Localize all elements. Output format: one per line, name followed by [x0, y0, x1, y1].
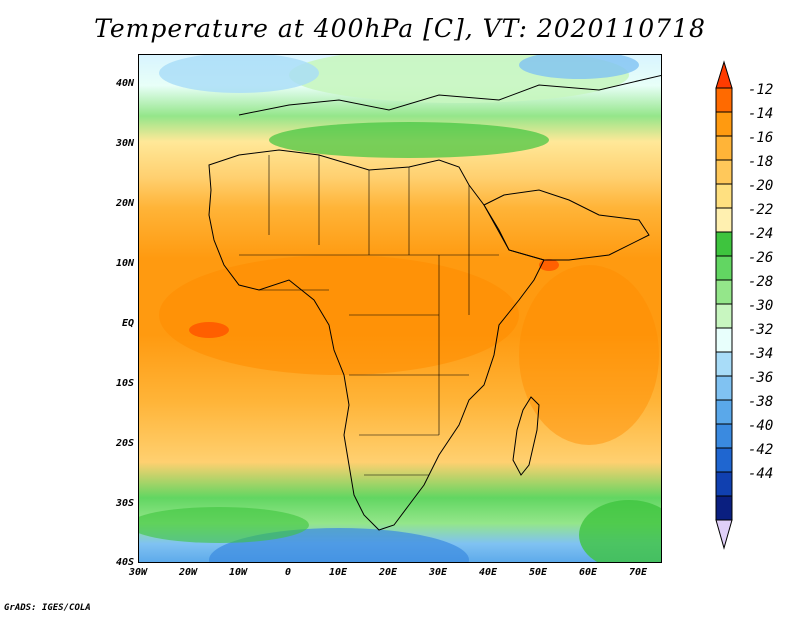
field-patch	[539, 259, 559, 271]
colorbar-swatch	[715, 471, 733, 497]
field-patch	[579, 500, 661, 562]
x-tick-label: 10W	[228, 567, 248, 578]
colorbar-top-arrow	[715, 60, 733, 89]
x-tick-label: 0	[284, 567, 292, 578]
colorbar-label: -12	[748, 82, 774, 98]
field-patch	[269, 122, 549, 158]
y-tick-label: 20N	[115, 198, 134, 209]
colorbar-label: -24	[748, 226, 774, 242]
x-tick-label: 50E	[528, 567, 548, 578]
coastline	[512, 396, 540, 476]
y-tick-label: 10N	[115, 258, 134, 269]
colorbar-swatch	[715, 135, 733, 161]
colorbar-swatch	[715, 495, 733, 521]
field-patch	[519, 265, 659, 445]
x-tick-label: 60E	[578, 567, 598, 578]
country-borders	[259, 155, 469, 476]
colorbar-swatch	[715, 423, 733, 449]
x-tick-label: 10E	[328, 567, 348, 578]
colorbar-label: -38	[748, 394, 774, 410]
colorbar-swatch	[715, 207, 733, 233]
colorbar-label: -14	[748, 106, 774, 122]
colorbar-swatch	[715, 231, 733, 257]
colorbar-swatch	[715, 183, 733, 209]
x-tick-label: 30W	[128, 567, 148, 578]
colorbar-swatch	[715, 255, 733, 281]
y-tick-label: 10S	[115, 378, 134, 389]
field-patch	[189, 322, 229, 338]
colorbar-label: -32	[748, 322, 774, 338]
x-tick-label: 70E	[628, 567, 648, 578]
y-tick-label: 40S	[115, 557, 134, 568]
coastline	[208, 149, 545, 531]
y-tick-label: 30N	[115, 138, 134, 149]
field-patch	[159, 55, 319, 93]
temperature-field-map	[139, 55, 661, 562]
colorbar-swatch	[715, 351, 733, 377]
colorbar-label: -28	[748, 274, 774, 290]
coastline	[483, 189, 650, 261]
colorbar-swatch	[715, 279, 733, 305]
colorbar-swatch	[715, 111, 733, 137]
x-tick-label: 20W	[178, 567, 198, 578]
colorbar-label: -18	[748, 154, 774, 170]
x-tick-label: 40E	[478, 567, 498, 578]
y-tick-label: 30S	[115, 498, 134, 509]
field-patch	[159, 255, 519, 375]
x-tick-label: 30E	[428, 567, 448, 578]
field-patch	[139, 507, 309, 543]
colorbar-label: -20	[748, 178, 774, 194]
colorbar-label: -34	[748, 346, 774, 362]
colorbar-swatch	[715, 327, 733, 353]
colorbar-swatch	[715, 159, 733, 185]
y-tick-label: 40N	[115, 78, 134, 89]
coastline	[238, 74, 661, 116]
map-title: Temperature at 400hPa [C], VT: 202011071…	[94, 14, 706, 43]
colorbar-label: -36	[748, 370, 774, 386]
colorbar-swatch	[715, 87, 733, 113]
y-tick-label: 20S	[115, 438, 134, 449]
colorbar-swatch	[715, 375, 733, 401]
colorbar-label: -42	[748, 442, 774, 458]
colorbar-label: -30	[748, 298, 774, 314]
colorbar-swatch	[715, 303, 733, 329]
colorbar-swatch	[715, 447, 733, 473]
x-tick-label: 20E	[378, 567, 398, 578]
y-tick-label: EQ	[121, 318, 134, 329]
colorbar-bottom-arrow	[715, 519, 733, 550]
colorbar-label: -16	[748, 130, 774, 146]
colorbar-label: -22	[748, 202, 774, 218]
colorbar-label: -40	[748, 418, 774, 434]
colorbar-label: -44	[748, 466, 774, 482]
credit-text: GrADS: IGES/COLA	[4, 603, 91, 613]
colorbar-label: -26	[748, 250, 774, 266]
colorbar-swatches	[715, 60, 733, 550]
country-borders	[239, 185, 499, 435]
map-plot-area	[138, 54, 662, 563]
field-patch	[519, 55, 639, 79]
colorbar-swatch	[715, 399, 733, 425]
